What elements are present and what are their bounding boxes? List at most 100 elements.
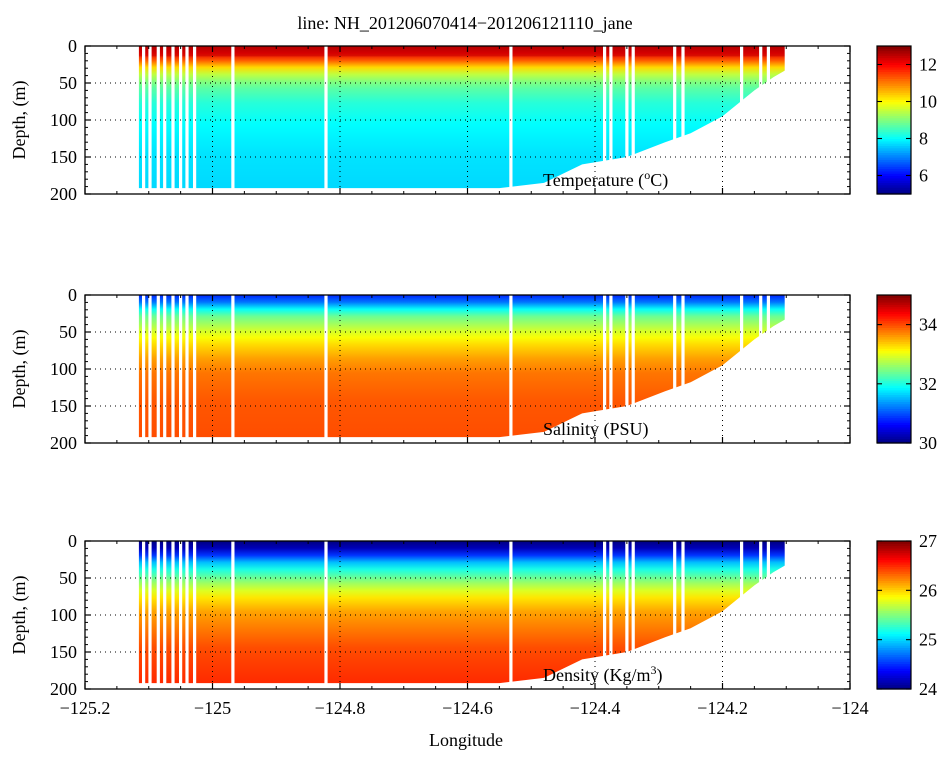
panel-salinity: 0 50 100 150 200 Depth, (m) Salinity (PSU) 30 32…: [9, 285, 937, 453]
colorbar-segment: [877, 564, 911, 568]
colorbar-segment: [877, 568, 911, 572]
colorbar-segment: [877, 350, 911, 354]
cast-gap: [740, 540, 744, 690]
colorbar-segment: [877, 71, 911, 75]
colorbar-segment: [877, 348, 911, 352]
colorbar-segment: [877, 642, 911, 646]
colorbar-segment: [877, 89, 911, 93]
cast-gap: [231, 540, 235, 690]
colorbar-segment: [877, 571, 911, 574]
colorbar-segment: [877, 301, 911, 305]
cast-gap: [171, 45, 175, 195]
colorbar-segment: [877, 652, 911, 655]
colorbar-segment: [877, 663, 911, 667]
colorbar-segment: [877, 115, 911, 119]
colorbar-segment: [877, 587, 911, 591]
colorbar-segment: [877, 378, 911, 382]
colorbar-segment: [877, 318, 911, 322]
colorbar-segment: [877, 117, 911, 121]
cast-gap: [625, 45, 629, 195]
colorbar-segment: [877, 182, 911, 186]
colorbar-segment: [877, 136, 911, 140]
cast-gap: [625, 540, 629, 690]
colorbar-segment: [877, 679, 911, 683]
colorbar-segment: [877, 131, 911, 135]
y-tick-label: 200: [50, 184, 77, 204]
colorbar-segment: [877, 299, 911, 303]
colorbar-segment: [877, 557, 911, 561]
colorbar-segment: [877, 57, 911, 61]
cast-gap: [740, 294, 744, 444]
colorbar-segment: [877, 364, 911, 368]
cast-gap: [681, 540, 685, 690]
cast-gap: [193, 540, 197, 690]
colorbar-segment: [877, 357, 911, 361]
colorbar-segment: [877, 76, 911, 79]
y-tick-label: 0: [68, 531, 77, 551]
cast-gap: [631, 540, 635, 690]
x-tick-label: −124.8: [315, 698, 366, 718]
colorbar-segment: [877, 313, 911, 317]
panel-variable-label: Temperature (oC): [543, 168, 668, 191]
y-tick-label: 50: [59, 322, 77, 342]
y-tick-label: 100: [50, 605, 77, 625]
colorbar-segment: [877, 433, 911, 437]
colorbar-segment: [877, 394, 911, 398]
colorbar-segment: [877, 668, 911, 672]
colorbar-segment: [877, 366, 911, 370]
colorbar-segment: [877, 580, 911, 584]
section-data-fill: [136, 541, 787, 684]
colorbar-segment: [877, 617, 911, 621]
colorbar-segment: [877, 46, 911, 49]
colorbar-segment: [877, 547, 911, 551]
colorbar-segment: [877, 552, 911, 556]
colorbar-segment: [877, 672, 911, 676]
colorbar-segment: [877, 389, 911, 393]
colorbar-segment: [877, 575, 911, 579]
cast-gap: [156, 45, 160, 195]
chart-title: line: NH_201206070414−201206121110_jane: [297, 13, 632, 33]
y-tick-label: 100: [50, 110, 77, 130]
colorbar-tick-label: 26: [919, 580, 937, 600]
colorbar-segment: [877, 640, 911, 644]
cast-gap: [163, 45, 167, 195]
cast-gap: [185, 45, 189, 195]
surface-band: [136, 46, 787, 57]
colorbar-segment: [877, 129, 911, 133]
colorbar-segment: [877, 177, 911, 181]
colorbar-segment: [877, 387, 911, 391]
cast-gap: [171, 294, 175, 444]
colorbar-segment: [877, 380, 911, 384]
panel-variable-label: Density (Kg/m3): [543, 663, 663, 686]
colorbar-segment: [877, 578, 911, 581]
colorbar-segment: [877, 187, 911, 190]
colorbar-segment: [877, 573, 911, 577]
x-tick-label: −124: [831, 698, 868, 718]
colorbar-segment: [877, 686, 911, 690]
cast-gap: [163, 294, 167, 444]
colorbar-segment: [877, 173, 911, 177]
colorbar-segment: [877, 626, 911, 630]
colorbar-segment: [877, 152, 911, 156]
colorbar-segment: [877, 670, 911, 674]
cast-gap: [603, 294, 607, 444]
cast-gap: [171, 540, 175, 690]
colorbar-segment: [877, 168, 911, 172]
cast-gap: [766, 540, 770, 690]
label-text: Salinity (PSU): [543, 419, 649, 440]
colorbar-segment: [877, 334, 911, 338]
colorbar-segment: [877, 596, 911, 600]
colorbar-segment: [877, 359, 911, 363]
cast-gap: [681, 45, 685, 195]
colorbar-segment: [877, 85, 911, 89]
colorbar-segment: [877, 426, 911, 430]
y-tick-label: 150: [50, 147, 77, 167]
colorbar-segment: [877, 92, 911, 96]
colorbar-segment: [877, 373, 911, 377]
cast-gap: [784, 294, 788, 444]
colorbar-segment: [877, 55, 911, 59]
colorbar-segment: [877, 550, 911, 554]
label-text: ): [657, 665, 663, 686]
